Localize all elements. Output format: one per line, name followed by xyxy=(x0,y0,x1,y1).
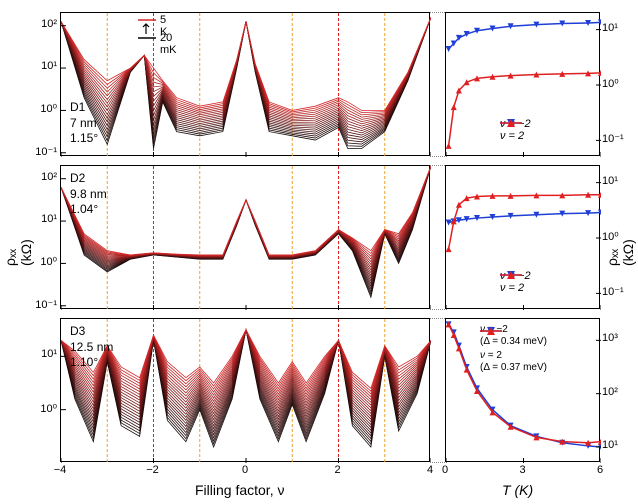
legend-b2: ν = −2 ν = 2 xyxy=(500,270,531,294)
tick-label: 10¹ xyxy=(27,60,57,72)
leg-pos2: ν = 2 xyxy=(500,282,524,294)
legend-b1: ν = −2 ν = 2 xyxy=(500,118,531,142)
tick-label: 10² xyxy=(27,18,57,30)
d1-name: D1 xyxy=(70,100,85,114)
tick-label: 10¹ xyxy=(27,348,57,360)
plot-a1 xyxy=(61,13,431,157)
tick-label: 6 xyxy=(585,464,615,476)
d1-thick: 7 nm xyxy=(70,116,97,130)
plot-a3 xyxy=(61,319,431,463)
d3-name: D3 xyxy=(70,324,85,338)
d3-angle: 1.10° xyxy=(70,355,98,369)
plot-a2 xyxy=(61,166,431,310)
connector xyxy=(430,165,445,166)
d1-angle: 1.15° xyxy=(70,131,98,145)
connector xyxy=(430,462,445,463)
panel-a1 xyxy=(60,12,430,156)
connector xyxy=(430,318,445,319)
figure-root: a b ρₓₓ (kΩ) ρₓₓ (kΩ) Filling factor, ν … xyxy=(0,0,638,504)
d2-name: D2 xyxy=(70,171,85,185)
connector xyxy=(430,309,445,310)
tick-label: 10⁰ xyxy=(602,230,632,243)
tick-label: 0 xyxy=(430,464,460,476)
tick-label: 10⁻¹ xyxy=(602,285,632,298)
tick-label: 10³ xyxy=(602,332,632,344)
tick-label: −4 xyxy=(45,464,75,476)
d2-thick: 9.8 nm xyxy=(70,187,107,201)
tick-label: 3 xyxy=(508,464,538,476)
tick-label: 10¹ xyxy=(602,175,632,187)
x-axis-label-a: Filling factor, ν xyxy=(195,482,284,498)
y-axis-label-b: ρₓₓ (kΩ) xyxy=(604,246,636,266)
x-axis-label-b: T (K) xyxy=(502,482,533,498)
d2-angle: 1.04° xyxy=(70,202,98,216)
tick-label: 10¹ xyxy=(602,22,632,34)
tick-label: 10⁻¹ xyxy=(27,298,57,311)
tick-label: 10⁻¹ xyxy=(27,145,57,158)
tick-label: 10² xyxy=(27,171,57,183)
tick-label: 10⁰ xyxy=(27,102,57,115)
panel-a3 xyxy=(60,318,430,462)
tick-label: 10² xyxy=(602,386,632,398)
leg-pos2-d3: ν = 2(Δ = 0.37 meV) xyxy=(480,350,547,374)
tick-label: 10⁰ xyxy=(27,402,57,415)
d3-thick: 12.5 nm xyxy=(70,340,113,354)
tick-label: 10¹ xyxy=(602,439,632,451)
tick-label: 10¹ xyxy=(27,213,57,225)
tick-label: −2 xyxy=(138,464,168,476)
panel-a2 xyxy=(60,165,430,309)
device-d1-label: D1 7 nm 1.15° xyxy=(70,100,98,147)
connector xyxy=(430,156,445,157)
tick-label: 0 xyxy=(230,464,260,476)
leg-pos2: ν = 2 xyxy=(500,130,524,142)
device-d2-label: D2 9.8 nm 1.04° xyxy=(70,171,107,218)
temp-cold-label: 20 mK xyxy=(160,32,177,56)
tick-label: 2 xyxy=(323,464,353,476)
connector xyxy=(430,12,445,13)
tick-label: 10⁰ xyxy=(602,77,632,90)
tick-label: 10⁰ xyxy=(27,255,57,268)
legend-b3: ν = −2(Δ = 0.34 meV) ν = 2(Δ = 0.37 meV) xyxy=(480,324,547,374)
device-d3-label: D3 12.5 nm 1.10° xyxy=(70,324,113,371)
tick-label: 10⁻¹ xyxy=(602,132,632,145)
